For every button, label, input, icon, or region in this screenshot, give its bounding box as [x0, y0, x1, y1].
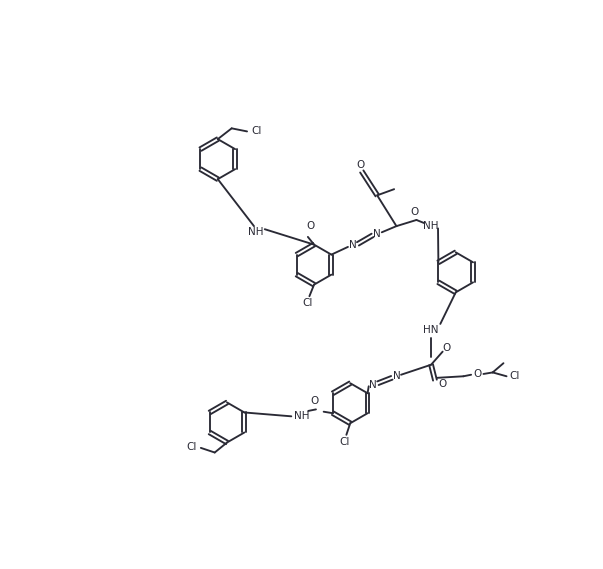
- Text: O: O: [411, 207, 419, 217]
- Text: HN: HN: [423, 325, 439, 335]
- Text: N: N: [349, 240, 356, 250]
- Text: O: O: [306, 221, 314, 231]
- Text: Cl: Cl: [251, 126, 262, 135]
- Text: NH: NH: [423, 221, 438, 231]
- Text: NH: NH: [294, 411, 310, 421]
- Text: O: O: [438, 379, 447, 389]
- Text: N: N: [370, 380, 377, 390]
- Text: NH: NH: [248, 227, 264, 237]
- Text: N: N: [393, 372, 400, 381]
- Text: Cl: Cl: [302, 298, 312, 308]
- Text: O: O: [311, 396, 318, 406]
- Text: O: O: [443, 343, 450, 353]
- Text: O: O: [473, 369, 481, 379]
- Text: Cl: Cl: [186, 442, 197, 452]
- Text: N: N: [373, 229, 381, 239]
- Text: Cl: Cl: [339, 437, 349, 447]
- Text: Cl: Cl: [509, 372, 519, 381]
- Text: O: O: [356, 159, 364, 170]
